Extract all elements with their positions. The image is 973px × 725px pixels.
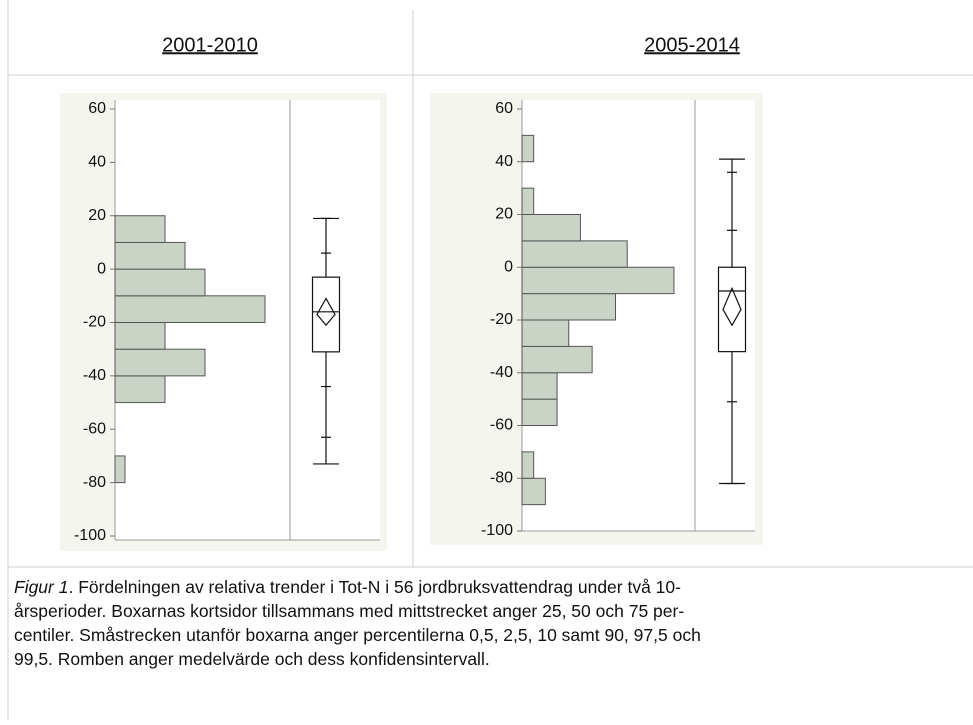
histogram-bar	[114, 322, 166, 350]
y-tick-label: 20	[88, 207, 106, 224]
y-tick-label: 20	[495, 206, 513, 223]
caption-line: årsperioder. Boxarnas kortsidor tillsamm…	[14, 601, 684, 621]
histogram-bar	[114, 348, 206, 377]
y-tick-label: 40	[495, 153, 513, 170]
y-tick-label: -40	[490, 364, 513, 381]
histogram-bar	[521, 451, 535, 479]
y-tick-label: 60	[88, 100, 106, 117]
column-header: 2005-2014	[644, 34, 740, 56]
caption-line: 99,5. Romben anger medelvärde och dess k…	[14, 649, 490, 669]
y-tick-label: -80	[490, 469, 513, 486]
y-tick-label: -60	[490, 417, 513, 434]
y-tick-label: -20	[83, 314, 106, 331]
histogram-bar	[521, 372, 558, 400]
histogram-bar	[114, 295, 266, 323]
table-borders	[7, 0, 973, 720]
y-tick-label: 0	[97, 260, 106, 277]
y-tick-label: -20	[490, 311, 513, 328]
histogram-bar	[114, 268, 206, 297]
caption-label: Figur 1	[14, 577, 68, 597]
y-tick-label: -100	[481, 522, 513, 539]
histogram-bar	[521, 266, 675, 295]
histogram-bar	[521, 134, 535, 163]
histogram-bar	[521, 214, 581, 242]
column-header: 2001-2010	[162, 34, 258, 56]
histogram-bar	[521, 293, 617, 321]
y-tick-label: 60	[495, 100, 513, 117]
mean-diamond	[316, 297, 336, 327]
y-tick-label: -80	[83, 474, 106, 491]
histogram-bar	[114, 215, 166, 243]
y-tick-label: 40	[88, 154, 106, 171]
y-tick-label: 0	[504, 258, 513, 275]
y-tick-label: -60	[83, 420, 106, 437]
caption-text: . Fördelningen av relativa trender i Tot…	[68, 577, 681, 597]
histogram-bar	[521, 477, 546, 506]
histogram-bar	[521, 319, 570, 347]
histogram-bar	[521, 240, 628, 268]
histogram-bar	[521, 398, 558, 426]
histogram-bar	[114, 455, 126, 484]
caption-line: centiler. Småstrecken utanför boxarna an…	[14, 625, 701, 645]
y-tick-label: -40	[83, 367, 106, 384]
histogram-bar	[521, 187, 535, 215]
y-tick-label: -100	[74, 527, 106, 544]
mean-diamond	[722, 286, 742, 327]
histogram-bar	[521, 345, 593, 374]
histogram-bar	[114, 375, 166, 404]
histogram-bar	[114, 241, 186, 270]
caption-line: Figur 1. Fördelningen av relativa trende…	[14, 577, 681, 597]
